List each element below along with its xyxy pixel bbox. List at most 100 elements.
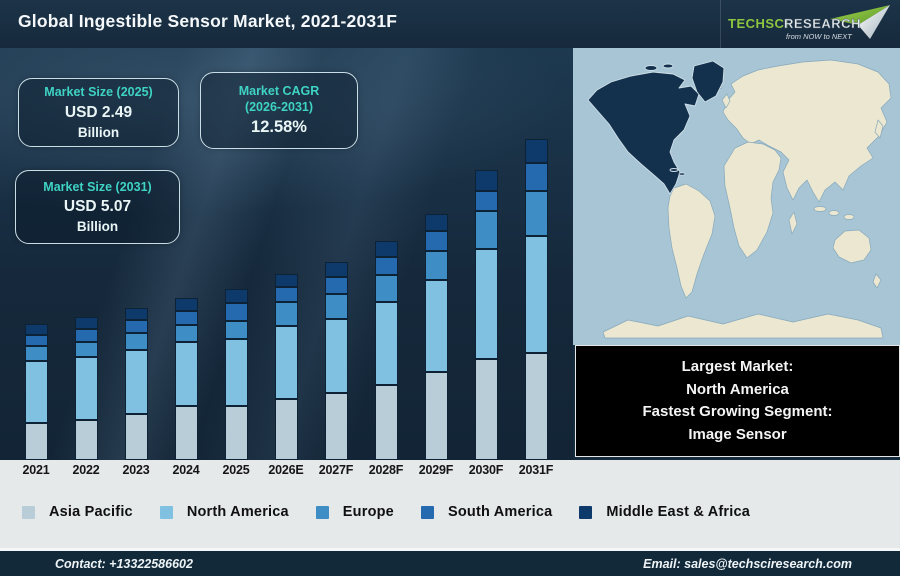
footer-email: Email: sales@techsciresearch.com	[643, 556, 852, 571]
map-australia	[832, 229, 872, 264]
bar-segment-south-america	[224, 303, 248, 321]
note-line-largest-market: Largest Market:	[681, 358, 794, 375]
legend-swatch	[22, 505, 35, 519]
footer-bar: Contact: +13322586602 Email: sales@techs…	[0, 551, 900, 576]
bar-segment-middle-east-africa	[124, 308, 148, 320]
market-cagr-label: Market CAGR	[238, 83, 320, 98]
bar-segment-north-america	[174, 342, 198, 406]
bar-segment-north-america	[224, 339, 248, 406]
title-bar: Global Ingestible Sensor Market, 2021-20…	[0, 0, 900, 48]
bar-segment-asia-pacific	[274, 399, 298, 460]
bar-segment-south-america	[274, 287, 298, 302]
map-indonesia-1	[813, 206, 827, 212]
bar-segment-europe	[274, 302, 298, 326]
x-axis-label-2028f: 2028F	[368, 463, 404, 477]
legend-item-asia-pacific: Asia Pacific	[22, 504, 133, 520]
bar-segment-asia-pacific	[74, 420, 98, 460]
bar-2027f	[324, 262, 348, 460]
bar-segment-north-america	[424, 280, 448, 372]
bar-segment-south-america	[24, 335, 48, 346]
bar-segment-middle-east-africa	[324, 262, 348, 277]
bar-segment-south-america	[324, 277, 348, 294]
bar-2024	[174, 298, 198, 460]
market-cagr-value: 12.58%	[251, 118, 307, 137]
world-map	[573, 48, 900, 345]
bar-segment-north-america	[24, 361, 48, 423]
x-axis-label-2029f: 2029F	[418, 463, 454, 477]
bar-segment-asia-pacific	[524, 353, 548, 460]
map-north-america	[587, 71, 700, 195]
logo-divider	[720, 0, 721, 48]
map-south-america	[667, 183, 716, 299]
bar-segment-north-america	[74, 357, 98, 420]
legend-item-europe: Europe	[315, 504, 394, 520]
map-japan	[874, 119, 884, 139]
bar-segment-south-america	[524, 163, 548, 191]
legend-swatch	[159, 505, 173, 519]
legend-label: Europe	[342, 504, 394, 520]
market-size-2031-label: Market Size (2031)	[43, 179, 152, 194]
x-axis: 2021 2022 2023 2024 2025 2026E 2027F 2028F 2029F…	[0, 463, 573, 483]
techsci-research-logo: TECHSCI RESEARCH from NOW to NEXT	[728, 5, 890, 41]
x-axis-label-2030f: 2030F	[468, 463, 504, 477]
x-axis-label-2025: 2025	[222, 463, 250, 477]
map-greenland	[691, 60, 725, 103]
x-axis-label-2031f: 2031F	[518, 463, 554, 477]
bar-segment-europe	[424, 251, 448, 280]
bar-segment-south-america	[474, 191, 498, 211]
bar-2028f	[374, 241, 398, 460]
bar-segment-middle-east-africa	[474, 170, 498, 191]
x-axis-label-2021: 2021	[22, 463, 50, 477]
bar-segment-asia-pacific	[324, 393, 348, 460]
bar-segment-middle-east-africa	[74, 317, 98, 329]
logo-tagline: from NOW to NEXT	[786, 32, 853, 41]
footer-divider	[0, 548, 900, 551]
x-axis-label-2022: 2022	[72, 463, 100, 477]
map-indonesia-3	[843, 214, 855, 220]
bar-segment-europe	[224, 321, 248, 339]
bar-segment-middle-east-africa	[374, 241, 398, 257]
bar-2022	[74, 317, 98, 460]
map-caribbean-2	[678, 172, 686, 176]
bar-segment-asia-pacific	[174, 406, 198, 460]
market-size-2025-label: Market Size (2025)	[44, 85, 153, 100]
bottom-band: 2021 2022 2023 2024 2025 2026E 2027F 2028F 2029F…	[0, 460, 900, 548]
map-new-zealand	[872, 273, 882, 289]
bar-2023	[124, 308, 148, 460]
bar-segment-asia-pacific	[424, 372, 448, 460]
x-axis-label-2026e: 2026E	[268, 463, 304, 477]
bar-segment-europe	[474, 211, 498, 249]
bar-2026e	[274, 274, 298, 460]
bar-segment-asia-pacific	[474, 359, 498, 460]
bar-segment-europe	[124, 333, 148, 350]
bar-segment-north-america	[274, 326, 298, 399]
market-size-2025-unit: Billion	[77, 124, 120, 140]
bar-segment-europe	[524, 191, 548, 236]
legend-swatch	[315, 505, 329, 519]
bar-segment-south-america	[174, 311, 198, 325]
map-arctic-island-1	[644, 65, 658, 71]
legend-swatch	[579, 505, 593, 519]
chart-legend: Asia Pacific North America Europe South Ame…	[22, 504, 750, 520]
bar-2025	[224, 289, 248, 460]
bar-segment-europe	[374, 275, 398, 302]
map-africa	[723, 141, 782, 259]
bar-segment-middle-east-africa	[424, 214, 448, 231]
map-antarctica	[602, 313, 884, 339]
legend-item-south-america: South America	[420, 504, 552, 520]
market-size-2025-box: Market Size (2025) USD 2.49 Billion	[18, 78, 179, 147]
bar-segment-asia-pacific	[224, 406, 248, 460]
legend-item-north-america: North America	[159, 504, 289, 520]
bar-2030f	[474, 170, 498, 460]
market-size-2031-box: Market Size (2031) USD 5.07 Billion	[15, 170, 180, 244]
bar-segment-south-america	[374, 257, 398, 275]
logo-text-techsci: TECHSCI	[728, 16, 789, 31]
note-line-image-sensor: Image Sensor	[688, 425, 787, 443]
bar-segment-middle-east-africa	[524, 139, 548, 163]
bar-segment-north-america	[324, 319, 348, 393]
market-size-2025-value: USD 2.49	[64, 103, 133, 121]
legend-label: Asia Pacific	[49, 504, 133, 520]
map-indonesia-2	[828, 210, 840, 216]
x-axis-label-2024: 2024	[172, 463, 200, 477]
